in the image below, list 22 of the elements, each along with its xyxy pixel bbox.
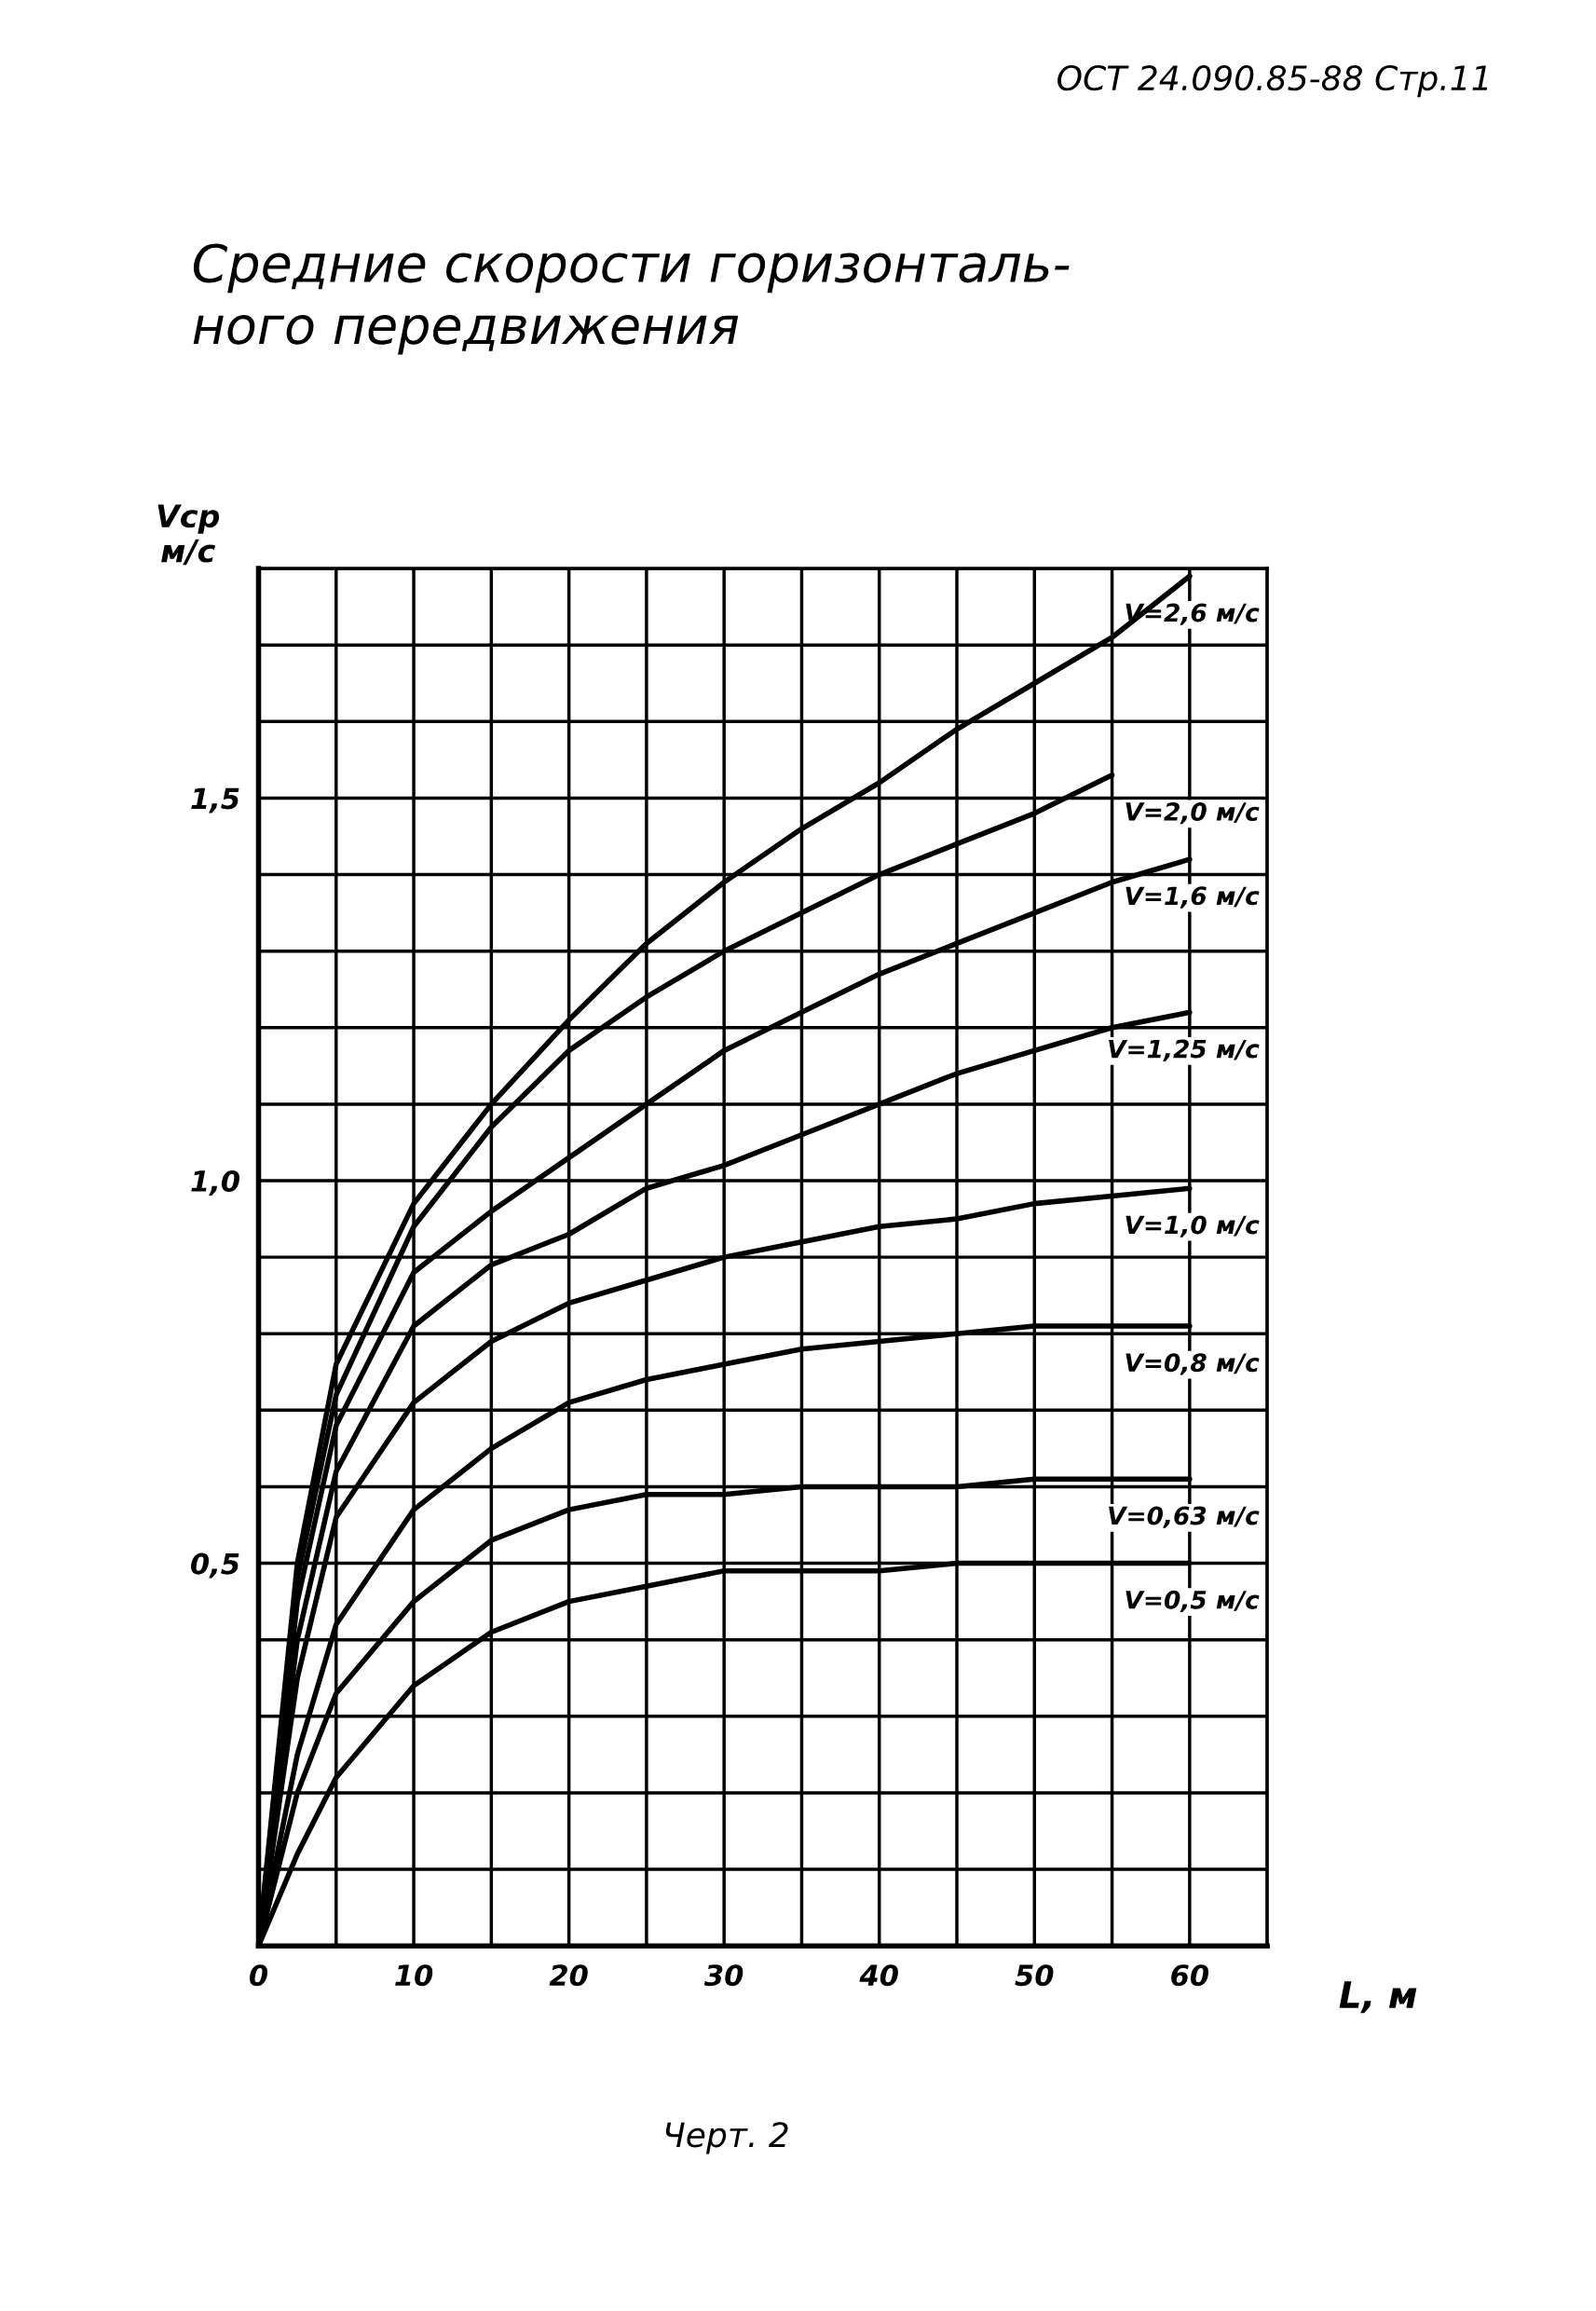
series-label: V=0,5 м/с bbox=[1125, 1590, 1260, 1613]
series-label: V=1,6 м/с bbox=[1125, 886, 1260, 909]
x-tick-label: 20 bbox=[549, 1964, 588, 1987]
text: Черт. 2 bbox=[665, 2122, 788, 2154]
text: ОСТ 24.090.85-88 Стр.11 bbox=[1057, 64, 1488, 98]
x-tick-label: 30 bbox=[703, 1964, 743, 1987]
series-label: V=0,63 м/с bbox=[1109, 1506, 1260, 1528]
series-label: V=2,0 м/с bbox=[1125, 802, 1260, 825]
x-tick-label: 0 bbox=[249, 1964, 268, 1987]
y-tick-label: 0,5 bbox=[191, 1552, 239, 1579]
series-label: V=0,8 м/с bbox=[1125, 1353, 1260, 1375]
series-label: V=1,0 м/с bbox=[1125, 1215, 1260, 1238]
y-tick-label: 1,0 bbox=[191, 1169, 239, 1196]
series-label: V=1,25 м/с bbox=[1109, 1039, 1260, 1061]
x-tick-label: 10 bbox=[395, 1964, 433, 1987]
chart-title: Средние скорости горизонталь- ного передвижения bbox=[193, 243, 1070, 355]
y-tick-label: 1,5 bbox=[191, 787, 239, 814]
x-tick-label: 50 bbox=[1015, 1964, 1054, 1987]
x-tick-label: 60 bbox=[1171, 1964, 1209, 1987]
x-tick-label: 40 bbox=[859, 1964, 898, 1987]
y-axis-title: Vср м/с bbox=[157, 504, 220, 566]
x-axis-title: L, м bbox=[1339, 1981, 1417, 2014]
